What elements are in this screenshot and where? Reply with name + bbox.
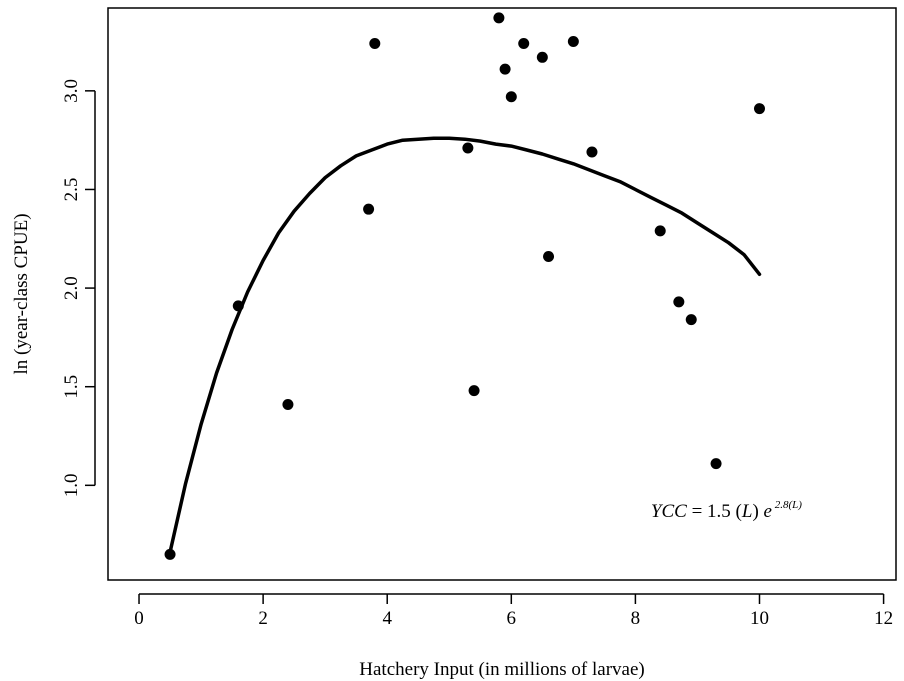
equation-base: e [764, 501, 772, 522]
data-point [586, 146, 598, 158]
data-point [164, 548, 176, 560]
data-point [468, 385, 480, 397]
y-tick-label: 1.5 [61, 375, 82, 399]
data-point [518, 38, 530, 50]
y-axis: 1.0 1.5 2.0 2.5 3.0 [61, 79, 96, 497]
x-tick-label: 4 [382, 608, 392, 629]
equation-body: = 1.5 ( [687, 501, 742, 522]
fit-curve [168, 136, 762, 555]
y-axis-title: ln (year-class CPUE) [11, 213, 32, 374]
data-point [654, 225, 666, 237]
data-point [673, 296, 685, 308]
equation-exponent: 2.8(L) [772, 499, 802, 511]
x-tick-label: 12 [874, 608, 893, 629]
data-point [753, 103, 765, 115]
x-tick-label: 10 [750, 608, 769, 629]
x-tick-label: 8 [631, 608, 641, 629]
data-point [462, 142, 474, 154]
y-tick-label: 1.0 [61, 473, 82, 497]
x-axis: 0 2 4 6 8 10 12 [134, 593, 893, 629]
data-point [369, 38, 381, 50]
y-tick-label: 2.5 [61, 178, 82, 202]
x-tick-label: 6 [507, 608, 517, 629]
data-points [164, 12, 765, 560]
data-point [232, 300, 244, 312]
x-tick-label: 2 [258, 608, 268, 629]
y-tick-label: 2.0 [61, 276, 82, 300]
x-tick-label: 0 [134, 608, 144, 629]
data-point [710, 458, 722, 470]
data-point [685, 314, 697, 326]
plot-frame [107, 7, 897, 581]
x-axis-title: Hatchery Input (in millions of larvae) [359, 659, 644, 680]
equation-annotation: YCC = 1.5 (L) e 2.8(L) [651, 499, 802, 522]
data-point [493, 12, 505, 24]
data-point [543, 251, 555, 263]
y-tick-label: 3.0 [61, 79, 82, 103]
equation-lhs: YCC [651, 501, 687, 522]
equation-variable: L [741, 501, 753, 522]
data-point [363, 203, 375, 215]
data-point [505, 91, 517, 103]
data-point [567, 36, 579, 48]
data-point [282, 398, 294, 410]
data-point [499, 63, 511, 75]
data-point [536, 51, 548, 63]
equation-mid: ) [752, 501, 763, 522]
